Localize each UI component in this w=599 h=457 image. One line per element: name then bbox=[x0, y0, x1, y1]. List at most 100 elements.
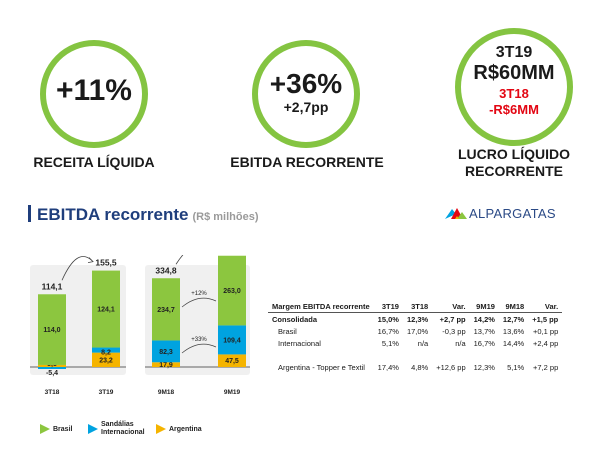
kpi-circle-ebitda bbox=[252, 40, 360, 148]
kpi-value-net-income-previous: -R$6MM bbox=[489, 102, 539, 117]
data-label-internacional: 82,3 bbox=[159, 349, 173, 356]
bar-segment-brasil bbox=[92, 270, 120, 348]
data-label-internacional: -5,4 bbox=[46, 370, 58, 377]
table-row: Argentina - Topper e Textil 17,4% 4,8% +12,… bbox=[268, 361, 562, 373]
data-label-brasil: 263,0 bbox=[223, 288, 241, 295]
table-header-row: Margem EBITDA recorrente 3T19 3T18 Var. 9M19… bbox=[268, 300, 563, 313]
table-cell: +2,4 pp bbox=[533, 338, 559, 348]
table-header-cell: Margem EBITDA recorrente bbox=[268, 300, 374, 313]
data-label-internacional: 8,2 bbox=[101, 350, 111, 357]
table-cell: Consolidada bbox=[272, 314, 318, 324]
table-cell: +1,5 pp bbox=[532, 314, 559, 324]
bar-segment-internacional bbox=[92, 347, 120, 353]
bar-total-label: 334,8 bbox=[155, 265, 177, 275]
kpi-period-current: 3T19 bbox=[495, 44, 533, 61]
table-cell: 17,4% bbox=[377, 362, 399, 372]
segment-growth-arrow bbox=[181, 343, 217, 354]
bar-segment-internacional bbox=[152, 340, 180, 363]
table-cell: 4,8% bbox=[411, 362, 429, 372]
bar-segment-internacional bbox=[218, 325, 246, 355]
data-label-brasil: 114,0 bbox=[43, 327, 60, 334]
table-cell: 13,7% bbox=[473, 326, 495, 336]
kpi-value-net-income: R$60MM bbox=[473, 62, 555, 84]
logo-mark-icon bbox=[445, 208, 467, 219]
section-title-unit: (R$ milhões) bbox=[192, 211, 259, 223]
table-spacer bbox=[268, 349, 562, 361]
bar-total-label: 155,5 bbox=[95, 258, 117, 268]
table-cell: +0,1 pp bbox=[533, 326, 559, 336]
table-cell: 17,0% bbox=[406, 326, 429, 336]
table-cell: Internacional bbox=[278, 338, 321, 348]
segment-growth-label: +12% bbox=[191, 291, 207, 297]
alpargatas-logo: ALPARGATAS bbox=[445, 205, 556, 223]
legend-swatch-brasil bbox=[40, 424, 50, 434]
kpi-sub-ebitda: +2,7pp bbox=[283, 99, 329, 115]
data-label-internacional: 109,4 bbox=[223, 337, 241, 344]
growth-arrow bbox=[175, 255, 184, 265]
growth-arrow bbox=[61, 256, 93, 281]
legend-swatch-argentina bbox=[156, 424, 166, 434]
table-cell: +7,2 pp bbox=[533, 362, 559, 372]
legend-label-argentina: Argentina bbox=[169, 426, 202, 433]
table-cell: 16,7% bbox=[377, 326, 399, 336]
bar-segment-argentina bbox=[218, 354, 246, 367]
kpi-label-net-income: LUCRO LÍQUIDO bbox=[458, 146, 570, 162]
section-title: EBITDA recorrente (R$ milhões) bbox=[28, 205, 258, 225]
x-tick-label: 3T18 bbox=[45, 389, 60, 396]
kpi-label-ebitda: EBITDA RECORRENTE bbox=[230, 154, 384, 170]
bar-segment-brasil bbox=[38, 294, 66, 365]
kpi-label-net-income-2: RECORRENTE bbox=[464, 163, 563, 179]
bar-segment-argentina bbox=[92, 352, 120, 367]
x-tick-label: 9M18 bbox=[158, 389, 175, 396]
kpi-label-revenue: RECEITA LÍQUIDA bbox=[33, 154, 155, 170]
table-row: Consolidada 15,0% 12,3% +2,7 pp 14,2% 12,7% +1… bbox=[268, 313, 562, 326]
segment-growth-label: +33% bbox=[191, 337, 207, 343]
legend-label-brasil: Brasil bbox=[53, 426, 73, 433]
x-tick-label: 3T19 bbox=[99, 389, 114, 396]
table-header-cell: 9M19 bbox=[469, 300, 499, 313]
table-row: Brasil 16,7% 17,0% -0,3 pp 13,7% 13,6% +0,1 pp bbox=[268, 325, 562, 337]
table-header-cell: Var. bbox=[528, 300, 563, 313]
table-header-cell: 9M18 bbox=[498, 300, 529, 313]
title-accent-bar bbox=[28, 205, 31, 222]
kpi-period-previous: 3T18 bbox=[499, 86, 529, 101]
table-cell: 5,1% bbox=[381, 338, 399, 348]
data-label-argentina: 23,2 bbox=[99, 357, 113, 364]
table-cell: Brasil bbox=[278, 326, 297, 336]
data-label-brasil: 234,7 bbox=[157, 307, 175, 314]
table-cell: 13,6% bbox=[502, 326, 525, 336]
table-header-cell: Var. bbox=[432, 300, 470, 313]
x-tick-label: 9M19 bbox=[224, 389, 241, 396]
data-label-argentina: 17,9 bbox=[159, 362, 173, 369]
table-header-cell: 3T19 bbox=[373, 300, 403, 313]
ebitda-chart: -5,45,5114,0114,13T1823,28,2124,1155,53T… bbox=[30, 255, 250, 396]
bar-segment-argentina bbox=[38, 364, 66, 367]
table-cell: 16,7% bbox=[473, 338, 495, 348]
growth-arrowhead bbox=[87, 257, 94, 263]
section-title-text: EBITDA recorrente bbox=[37, 205, 189, 224]
logo-text: ALPARGATAS bbox=[469, 206, 556, 221]
data-label-brasil: 124,1 bbox=[97, 307, 115, 314]
kpi-circle-net-income bbox=[455, 28, 573, 146]
table-header-cell: 3T18 bbox=[402, 300, 433, 313]
table-cell: +2,7 pp bbox=[439, 314, 466, 324]
kpi-value-revenue: +11% bbox=[56, 74, 132, 107]
kpi-circle-revenue bbox=[40, 40, 148, 148]
legend-swatch-internacional bbox=[88, 424, 98, 434]
table-cell: 14,2% bbox=[473, 314, 495, 324]
data-label-argentina: 47,5 bbox=[225, 358, 239, 365]
bar-segment-internacional bbox=[38, 367, 66, 370]
bar-segment-argentina bbox=[152, 362, 180, 367]
table-cell: 12,3% bbox=[406, 314, 429, 324]
bar-segment-brasil bbox=[152, 278, 180, 341]
legend-label-internacional: Sandálias Internacional bbox=[101, 421, 145, 436]
kpi-value-ebitda: +36% bbox=[269, 68, 343, 99]
bar-segment-brasil bbox=[218, 255, 246, 326]
table-cell: n/a bbox=[417, 338, 429, 348]
table-cell: Argentina - Topper e Textil bbox=[278, 362, 365, 372]
table-cell: +12,6 pp bbox=[436, 362, 466, 372]
table-cell: 12,7% bbox=[502, 314, 525, 324]
table-cell: n/a bbox=[455, 338, 466, 348]
table-cell: 5,1% bbox=[507, 362, 525, 372]
ebitda-margin-table: Margem EBITDA recorrente 3T19 3T18 Var. 9M19… bbox=[268, 300, 563, 373]
